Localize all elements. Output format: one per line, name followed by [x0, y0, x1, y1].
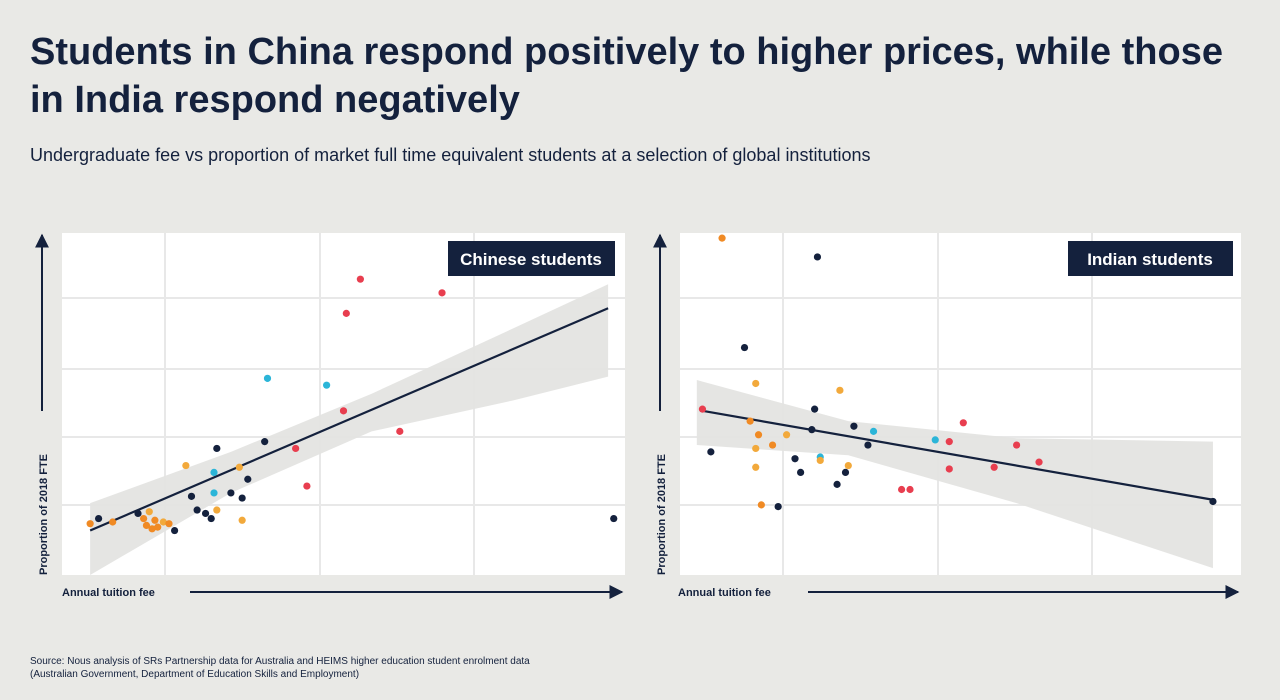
data-point — [342, 309, 350, 317]
data-point — [263, 374, 272, 382]
data-point — [292, 444, 300, 453]
data-point — [791, 455, 799, 463]
chart-panel-chinese: Chinese students Proportion of 2018 FTE … — [35, 233, 625, 599]
data-point — [134, 509, 142, 518]
data-point — [244, 475, 252, 483]
trend-line — [702, 409, 1214, 501]
panel-label: Chinese students — [460, 250, 602, 269]
data-point — [774, 503, 782, 511]
confidence-band — [696, 380, 1213, 569]
data-point — [945, 465, 953, 473]
data-point — [227, 489, 235, 497]
data-point — [752, 379, 760, 388]
x-axis-label: Annual tuition fee — [678, 587, 771, 599]
source-line-2: (Australian Government, Department of Ed… — [30, 669, 360, 680]
data-point — [145, 508, 153, 516]
data-point — [808, 426, 816, 434]
data-point — [142, 521, 151, 530]
data-point — [782, 431, 791, 439]
data-point — [698, 405, 707, 413]
data-point — [841, 468, 850, 476]
data-point — [931, 436, 939, 444]
panel-label-box — [448, 241, 615, 276]
data-point — [339, 407, 348, 415]
data-point — [752, 444, 760, 453]
data-point — [171, 526, 179, 535]
page-title: Students in China respond positively to … — [30, 31, 1223, 121]
data-points — [698, 234, 1217, 511]
data-point — [797, 468, 805, 476]
data-point — [213, 506, 221, 514]
data-point — [906, 485, 914, 494]
data-point — [210, 468, 218, 476]
data-point — [864, 441, 872, 449]
panel-label-box — [1068, 241, 1233, 276]
data-point — [813, 253, 822, 261]
data-point — [990, 463, 998, 471]
data-point — [610, 514, 618, 523]
data-point — [323, 381, 331, 389]
data-point — [193, 506, 201, 514]
data-point — [235, 463, 243, 471]
data-point — [752, 463, 760, 471]
data-point — [836, 386, 844, 394]
confidence-band-area — [696, 380, 1213, 569]
data-point — [959, 419, 967, 427]
trend-line-path — [702, 409, 1214, 501]
data-point — [757, 501, 765, 509]
y-axis-label: Proportion of 2018 FTE — [38, 454, 50, 575]
data-point — [159, 518, 167, 526]
data-point — [768, 441, 777, 449]
data-point — [201, 509, 210, 518]
charts-canvas: Chinese students Proportion of 2018 FTE … — [35, 233, 1241, 599]
data-point — [207, 514, 215, 523]
data-point — [1209, 497, 1217, 506]
data-point — [746, 417, 754, 425]
data-point — [356, 275, 364, 283]
data-point — [844, 461, 852, 470]
data-point — [740, 343, 749, 352]
trend-line-path — [89, 307, 609, 532]
data-point — [897, 485, 906, 494]
data-point — [148, 525, 156, 533]
data-point — [86, 520, 94, 528]
x-axis-label: Annual tuition fee — [62, 587, 155, 599]
data-point — [811, 405, 819, 413]
confidence-band — [90, 284, 609, 575]
data-point — [945, 438, 953, 446]
data-point — [165, 520, 173, 528]
data-point — [261, 438, 269, 446]
data-point — [187, 492, 196, 500]
data-point — [213, 444, 221, 453]
data-point — [303, 482, 311, 490]
data-point — [94, 514, 103, 523]
data-point — [850, 422, 858, 430]
data-point — [238, 516, 246, 524]
data-point — [1035, 458, 1043, 466]
data-point — [210, 489, 218, 497]
chart-panel-indian: Indian students Proportion of 2018 FTE A… — [653, 233, 1241, 599]
data-point — [238, 494, 246, 502]
data-point — [754, 431, 763, 439]
data-point — [109, 518, 117, 526]
data-point — [438, 289, 446, 297]
trend-line — [89, 307, 609, 532]
source-note: Source: Nous analysis of SRs Partnership… — [30, 655, 930, 681]
data-point — [718, 234, 726, 242]
data-point — [816, 456, 824, 465]
y-axis-label: Proportion of 2018 FTE — [656, 454, 668, 575]
data-point — [182, 461, 190, 470]
data-point — [396, 427, 404, 435]
data-point — [869, 427, 878, 435]
data-point — [140, 514, 148, 523]
source-line-1: Source: Nous analysis of SRs Partnership… — [30, 656, 530, 667]
panel-label: Indian students — [1087, 250, 1213, 269]
confidence-band-area — [90, 284, 609, 575]
data-point — [151, 516, 159, 524]
data-point — [707, 448, 715, 456]
data-point — [154, 523, 162, 531]
page-subtitle: Undergraduate fee vs proportion of marke… — [30, 145, 871, 165]
data-point — [1013, 441, 1021, 449]
data-point — [833, 480, 841, 488]
